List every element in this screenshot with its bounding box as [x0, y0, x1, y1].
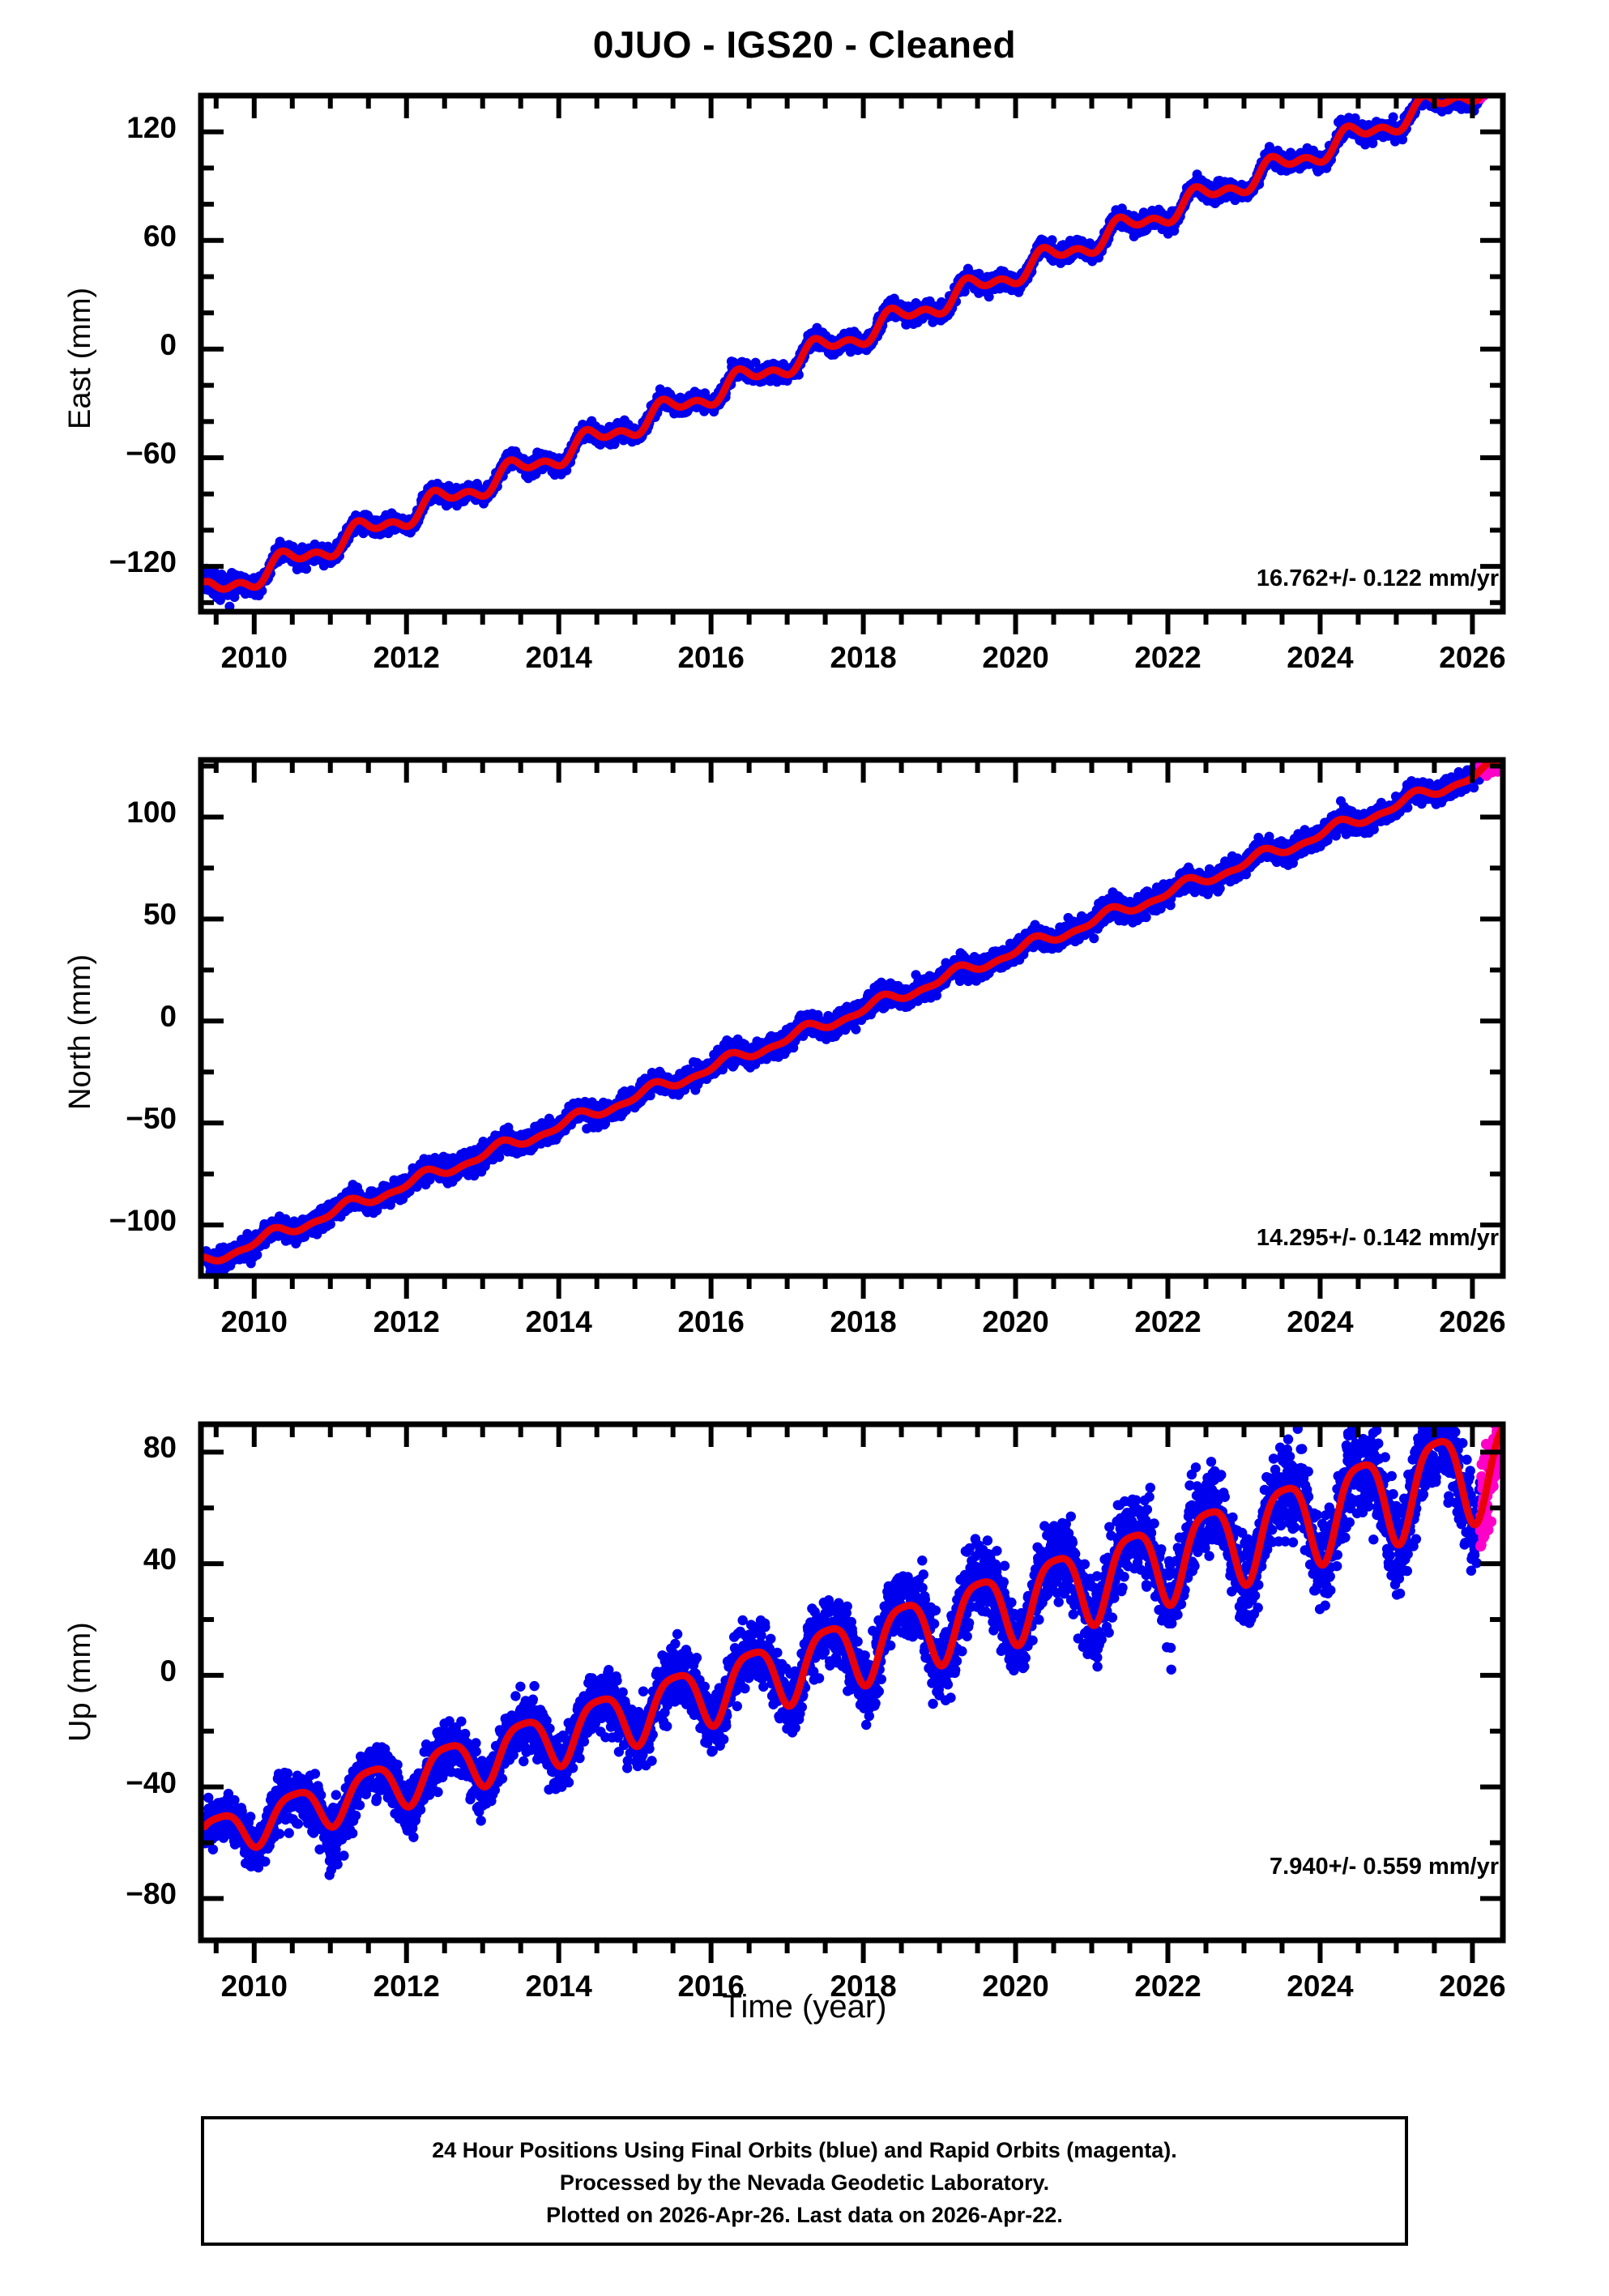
- panel-up-xtick: 2010: [173, 1970, 335, 2004]
- panel-north-xtick: 2020: [935, 1305, 1097, 1339]
- panel-up-ytick: 80: [31, 1431, 177, 1465]
- panel-up-rate: 7.940+/- 0.559 mm/yr: [997, 1854, 1499, 1880]
- panel-north-ytick: 100: [31, 796, 177, 830]
- panel-up-ytick: −80: [31, 1877, 177, 1911]
- panel-up-xtick: 2026: [1391, 1970, 1553, 2004]
- panel-east-ytick: 0: [31, 328, 177, 362]
- footer-note-box: 24 Hour Positions Using Final Orbits (bl…: [201, 2116, 1408, 2246]
- panel-east-xtick: 2014: [478, 641, 640, 675]
- panel-north-xtick: 2010: [173, 1305, 335, 1339]
- panel-east-ytick: −60: [31, 437, 177, 471]
- panel-east-xtick: 2012: [326, 641, 488, 675]
- panel-east-xtick: 2020: [935, 641, 1097, 675]
- panel-north-xtick: 2016: [630, 1305, 792, 1339]
- panel-north-xtick: 2012: [326, 1305, 488, 1339]
- panel-north-ytick: −50: [31, 1102, 177, 1136]
- panel-up-xtick: 2012: [326, 1970, 488, 2004]
- panel-up-ytick: 0: [31, 1654, 177, 1688]
- panel-north-xtick: 2022: [1087, 1305, 1249, 1339]
- panel-east-xtick: 2024: [1239, 641, 1401, 675]
- footer-line-3: Plotted on 2026-Apr-26. Last data on 202…: [204, 2199, 1405, 2231]
- panel-up-ytick: 40: [31, 1543, 177, 1577]
- panel-up-xtick: 2016: [630, 1970, 792, 2004]
- panel-east-xtick: 2022: [1087, 641, 1249, 675]
- panel-north-xtick: 2018: [783, 1305, 945, 1339]
- panel-up-xtick: 2018: [783, 1970, 945, 2004]
- panel-east-ytick: 60: [31, 220, 177, 254]
- panel-east-xtick: 2018: [783, 641, 945, 675]
- panel-east-xtick: 2016: [630, 641, 792, 675]
- panel-up-xtick: 2014: [478, 1970, 640, 2004]
- panel-north-ytick: 0: [31, 1000, 177, 1034]
- panel-up-xtick: 2022: [1087, 1970, 1249, 2004]
- panel-east-ytick: −120: [31, 545, 177, 579]
- panel-up: Up (mm) 7.940+/- 0.559 mm/yr: [0, 0, 1609, 1993]
- footer-line-2: Processed by the Nevada Geodetic Laborat…: [204, 2166, 1405, 2199]
- panel-north-ytick: 50: [31, 898, 177, 932]
- panel-north-ytick: −100: [31, 1204, 177, 1238]
- panel-north-xtick: 2024: [1239, 1305, 1401, 1339]
- panel-north-xtick: 2014: [478, 1305, 640, 1339]
- panel-up-xtick: 2020: [935, 1970, 1097, 2004]
- panel-east-ytick: 120: [31, 111, 177, 145]
- panel-north-xtick: 2026: [1391, 1305, 1553, 1339]
- footer-line-1: 24 Hour Positions Using Final Orbits (bl…: [204, 2134, 1405, 2166]
- panel-up-xtick: 2024: [1239, 1970, 1401, 2004]
- panel-up-ytick: −40: [31, 1766, 177, 1800]
- panel-east-xtick: 2010: [173, 641, 335, 675]
- panel-east-xtick: 2026: [1391, 641, 1553, 675]
